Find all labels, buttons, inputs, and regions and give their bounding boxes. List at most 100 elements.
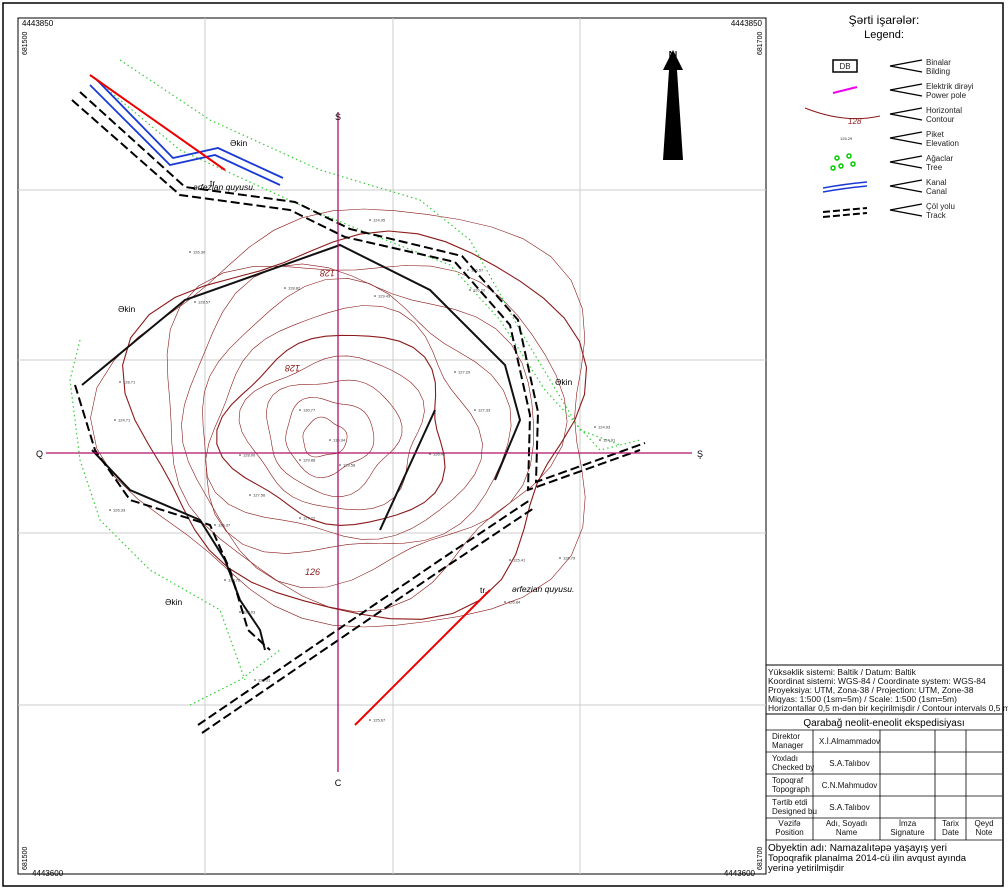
- position-en: Topograph: [772, 785, 810, 794]
- elevation-point: [214, 524, 216, 526]
- contour: [90, 208, 586, 628]
- elevation-label: 128.82: [288, 286, 301, 291]
- axis-label: S: [335, 112, 341, 122]
- legend-symbol: [850, 161, 856, 167]
- legend-subtitle: Legend:: [864, 29, 904, 41]
- elevation-point: [299, 409, 301, 411]
- contour: [181, 263, 534, 588]
- elevation-point: [109, 509, 111, 511]
- north-arrow: [663, 50, 683, 160]
- elevation-label: 128.00: [243, 453, 256, 458]
- legend-bracket: [889, 131, 923, 145]
- elevation-point: [114, 419, 116, 421]
- elevation-point: [559, 557, 561, 559]
- legend-symbol: [804, 107, 881, 120]
- coord: 4443600: [724, 869, 756, 878]
- object-line: Topoqrafik planalma 2014-cü ilin avqust …: [768, 853, 967, 864]
- contour: [266, 379, 403, 498]
- legend-az: Binalar: [926, 58, 951, 67]
- elevation-label: 124.91: [603, 438, 616, 443]
- header-az: Vəzifə: [778, 819, 801, 828]
- coord: 681700: [757, 32, 764, 55]
- canal: [89, 78, 284, 186]
- elevation-point: [284, 287, 286, 289]
- name: S.A.Talıbov: [829, 759, 869, 768]
- legend-az: Çöl yolu: [926, 202, 955, 211]
- elevation-point: [189, 251, 191, 253]
- contour: [285, 397, 375, 479]
- elevation-label: 127.56: [253, 493, 266, 498]
- info-line: Koordinat sistemi: WGS-84 / Coordinate s…: [768, 676, 986, 686]
- elevation-point: [374, 295, 376, 297]
- site-outline: [379, 409, 436, 531]
- map-frame: [17, 17, 767, 875]
- elevation-point: [224, 579, 226, 581]
- header-az: Adı, Soyadı: [826, 819, 867, 828]
- contour: [238, 355, 425, 511]
- elevation-point: [594, 426, 596, 428]
- elevation-point: [119, 381, 121, 383]
- contour-label: 126: [305, 567, 320, 577]
- north-label: N: [668, 48, 677, 63]
- elevation-label: 129.43: [378, 294, 391, 299]
- elevation-label: 125.67: [373, 718, 386, 723]
- elevation-point: [239, 454, 241, 456]
- legend-en: Tree: [926, 163, 943, 172]
- power-line: [89, 74, 491, 726]
- legend-bracket: [889, 59, 923, 73]
- legend-symbol: [822, 212, 868, 218]
- legend-symbol: [822, 185, 868, 193]
- legend-symbol-text: 128: [848, 117, 862, 126]
- legend-bracket: [889, 83, 923, 97]
- elevation-point: [249, 494, 251, 496]
- elevation-point: [369, 219, 371, 221]
- legend-en: Contour: [926, 115, 955, 124]
- contour: [205, 305, 483, 540]
- legend-symbol: [830, 165, 836, 171]
- header-en: Date: [942, 828, 959, 837]
- map-label: Əkin: [118, 304, 136, 314]
- name: C.N.Mahmudov: [822, 781, 878, 790]
- elevation-label: 124.71: [118, 418, 131, 423]
- coord: 681700: [757, 847, 764, 870]
- object-line: Obyektin adı: Namazalıtəpə yaşayış yeri: [768, 843, 947, 854]
- info-line: Miqyas: 1:500 (1sm=5m) / Scale: 1:500 (1…: [768, 694, 957, 704]
- legend-title: Şərti işarələr:: [849, 13, 920, 27]
- elevation-label: 128.57: [198, 300, 211, 305]
- legend-symbol: [834, 155, 840, 161]
- coord: 681500: [22, 32, 29, 55]
- elevation-point: [509, 559, 511, 561]
- contour: [302, 416, 348, 458]
- contour: [202, 278, 512, 554]
- elevation-point: [504, 601, 506, 603]
- elevation-label: 126.79: [563, 556, 576, 561]
- legend-symbol: [838, 163, 844, 169]
- map-label: Əkin: [165, 597, 183, 607]
- object-line: yerinə yetirilmişdir: [768, 863, 844, 874]
- field-boundary: [189, 649, 281, 706]
- elevation-label: 128.03: [243, 610, 256, 615]
- elevation-point: [467, 269, 469, 271]
- elevation-label: 127.33: [478, 408, 491, 413]
- map-label: ərfezian quyusu.: [512, 584, 574, 594]
- legend-symbol-text: DB: [839, 62, 850, 71]
- elevation-label: 126.57: [471, 268, 484, 273]
- legend-bracket: [889, 107, 923, 121]
- elevation-label: 126.20: [473, 288, 486, 293]
- elevation-label: 126.30: [193, 250, 206, 255]
- contour-label: 128: [285, 363, 300, 373]
- position-en: Checked by: [772, 763, 814, 772]
- legend-symbol: [832, 86, 858, 94]
- elevation-label: 125.41: [513, 558, 526, 563]
- info-line: Yüksəklik sistemi: Baltik / Datum: Balti…: [768, 667, 917, 677]
- axis-label: C: [335, 778, 342, 788]
- header-az: İmza: [899, 819, 917, 828]
- name: S.A.Talıbov: [829, 803, 869, 812]
- position-en: Manager: [772, 741, 804, 750]
- coord: 4443850: [731, 19, 763, 28]
- header-en: Signature: [890, 828, 925, 837]
- elevation-point: [239, 611, 241, 613]
- elevation-label: 130.34: [333, 438, 346, 443]
- elevation-point: [369, 719, 371, 721]
- legend-symbol: [832, 59, 858, 73]
